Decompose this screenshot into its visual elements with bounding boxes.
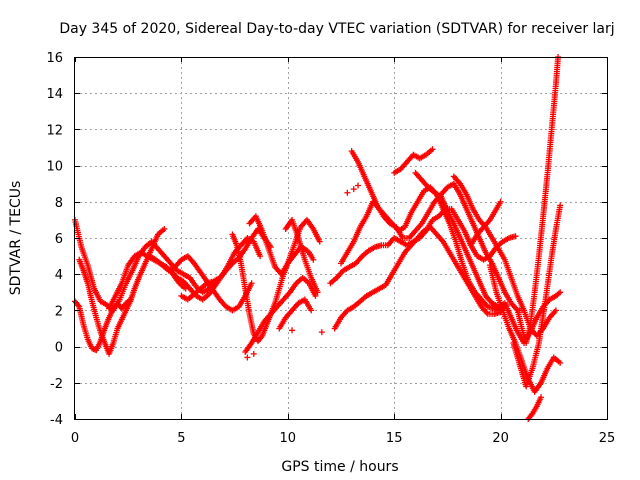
x-tick-label: 5 xyxy=(177,431,185,446)
y-tick-label: 0 xyxy=(55,341,63,356)
data-point xyxy=(316,238,323,245)
axis-ticks: 0 5 10 15 20 25 -4 -2 0 2 4 6 8 10 12 14 16 xyxy=(46,51,615,446)
series-pass-e xyxy=(146,253,255,314)
y-tick-label: 2 xyxy=(55,304,63,319)
data-marks xyxy=(72,54,564,422)
chart-title: Day 345 of 2020, Sidereal Day-to-day VTE… xyxy=(59,21,614,37)
data-point xyxy=(161,225,168,232)
y-tick-label: 10 xyxy=(46,160,63,175)
data-point xyxy=(257,253,264,260)
data-point xyxy=(557,359,564,366)
series-pass-i xyxy=(242,274,319,356)
data-point xyxy=(497,198,504,205)
series-pass-v xyxy=(510,202,564,390)
data-point xyxy=(512,233,519,240)
x-tick-label: 15 xyxy=(386,431,403,446)
data-point xyxy=(538,394,545,401)
y-tick-label: 12 xyxy=(46,123,63,138)
series-pass-w xyxy=(514,54,562,346)
data-point xyxy=(344,189,351,196)
data-point xyxy=(248,280,255,287)
y-tick-label: 14 xyxy=(46,87,63,102)
x-axis-label: GPS time / hours xyxy=(281,459,398,475)
y-tick-label: 16 xyxy=(46,51,63,66)
data-point xyxy=(250,350,257,357)
y-tick-label: 4 xyxy=(55,268,63,283)
data-point xyxy=(557,289,564,296)
data-point xyxy=(244,354,251,361)
series-pass-j xyxy=(246,213,323,278)
x-tick-label: 0 xyxy=(71,431,79,446)
series-pass-l xyxy=(282,216,321,296)
series-pass-t xyxy=(467,198,504,249)
series-outliers xyxy=(244,182,362,361)
data-point xyxy=(557,202,564,209)
x-tick-label: 20 xyxy=(492,431,509,446)
x-tick-label: 10 xyxy=(280,431,297,446)
data-point xyxy=(310,256,317,263)
y-tick-label: -4 xyxy=(50,413,63,428)
data-point xyxy=(312,292,319,299)
series-pass-o xyxy=(331,224,504,332)
data-point xyxy=(314,289,321,296)
y-axis-label: SDTVAR / TECUs xyxy=(8,181,24,296)
y-tick-label: 6 xyxy=(55,232,63,247)
data-point xyxy=(308,307,315,314)
data-point xyxy=(429,146,436,153)
y-tick-label: 8 xyxy=(55,196,63,211)
series-pass-q xyxy=(391,146,436,176)
data-point xyxy=(318,329,325,336)
y-tick-label: -2 xyxy=(50,377,63,392)
series-pass-k xyxy=(276,296,315,332)
data-point xyxy=(289,327,296,334)
x-tick-label: 25 xyxy=(599,431,616,446)
data-point xyxy=(552,307,559,314)
plot-frame xyxy=(74,57,608,420)
data-point xyxy=(350,186,357,193)
data-point xyxy=(355,182,362,189)
